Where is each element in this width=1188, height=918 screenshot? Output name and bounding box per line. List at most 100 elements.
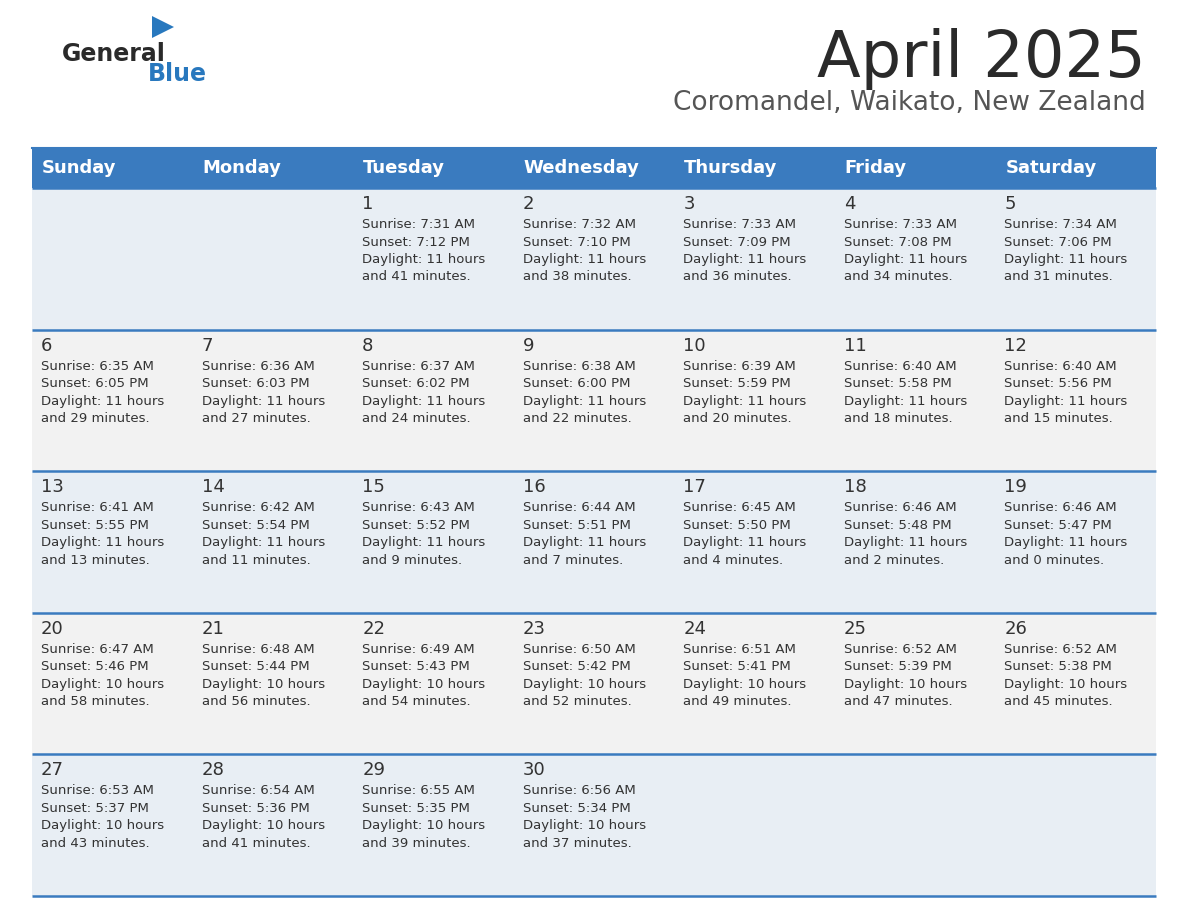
Text: Sunrise: 6:38 AM: Sunrise: 6:38 AM: [523, 360, 636, 373]
Text: and 27 minutes.: and 27 minutes.: [202, 412, 310, 425]
Text: Daylight: 11 hours: Daylight: 11 hours: [1004, 253, 1127, 266]
Text: 16: 16: [523, 478, 545, 497]
Text: 20: 20: [42, 620, 64, 638]
Text: Daylight: 11 hours: Daylight: 11 hours: [1004, 395, 1127, 408]
Text: 21: 21: [202, 620, 225, 638]
Text: Sunrise: 6:55 AM: Sunrise: 6:55 AM: [362, 784, 475, 798]
Text: Sunset: 5:41 PM: Sunset: 5:41 PM: [683, 660, 791, 673]
Text: Sunset: 5:54 PM: Sunset: 5:54 PM: [202, 519, 309, 532]
Text: Daylight: 10 hours: Daylight: 10 hours: [362, 677, 485, 691]
Text: Sunset: 5:36 PM: Sunset: 5:36 PM: [202, 802, 309, 815]
Text: Sunset: 7:09 PM: Sunset: 7:09 PM: [683, 236, 791, 249]
Text: 3: 3: [683, 195, 695, 213]
Text: Daylight: 10 hours: Daylight: 10 hours: [523, 677, 646, 691]
Text: 24: 24: [683, 620, 707, 638]
Text: 13: 13: [42, 478, 64, 497]
Text: Daylight: 11 hours: Daylight: 11 hours: [843, 395, 967, 408]
Text: Daylight: 11 hours: Daylight: 11 hours: [843, 536, 967, 549]
Text: Friday: Friday: [845, 159, 906, 177]
Text: 23: 23: [523, 620, 545, 638]
Text: Daylight: 11 hours: Daylight: 11 hours: [683, 536, 807, 549]
Text: Sunrise: 6:35 AM: Sunrise: 6:35 AM: [42, 360, 154, 373]
Text: Daylight: 11 hours: Daylight: 11 hours: [42, 536, 164, 549]
Text: Sunrise: 7:32 AM: Sunrise: 7:32 AM: [523, 218, 636, 231]
Text: Sunrise: 6:52 AM: Sunrise: 6:52 AM: [1004, 643, 1117, 655]
Text: 11: 11: [843, 337, 866, 354]
Text: 17: 17: [683, 478, 706, 497]
Text: and 36 minutes.: and 36 minutes.: [683, 271, 792, 284]
Text: Daylight: 11 hours: Daylight: 11 hours: [683, 253, 807, 266]
Text: Daylight: 11 hours: Daylight: 11 hours: [523, 536, 646, 549]
Text: Sunrise: 6:47 AM: Sunrise: 6:47 AM: [42, 643, 153, 655]
Text: Coromandel, Waikato, New Zealand: Coromandel, Waikato, New Zealand: [674, 90, 1146, 116]
Text: 4: 4: [843, 195, 855, 213]
Text: Sunrise: 6:48 AM: Sunrise: 6:48 AM: [202, 643, 314, 655]
Text: Sunset: 7:08 PM: Sunset: 7:08 PM: [843, 236, 952, 249]
Text: 5: 5: [1004, 195, 1016, 213]
Text: Daylight: 11 hours: Daylight: 11 hours: [523, 395, 646, 408]
Text: Sunrise: 6:36 AM: Sunrise: 6:36 AM: [202, 360, 315, 373]
Text: Sunset: 7:10 PM: Sunset: 7:10 PM: [523, 236, 631, 249]
Text: Daylight: 11 hours: Daylight: 11 hours: [523, 253, 646, 266]
Text: and 13 minutes.: and 13 minutes.: [42, 554, 150, 566]
Text: and 34 minutes.: and 34 minutes.: [843, 271, 953, 284]
Text: Sunrise: 6:44 AM: Sunrise: 6:44 AM: [523, 501, 636, 514]
Text: and 4 minutes.: and 4 minutes.: [683, 554, 783, 566]
Text: Sunrise: 6:46 AM: Sunrise: 6:46 AM: [1004, 501, 1117, 514]
Text: Sunset: 6:00 PM: Sunset: 6:00 PM: [523, 377, 630, 390]
Text: Sunset: 5:50 PM: Sunset: 5:50 PM: [683, 519, 791, 532]
Text: and 41 minutes.: and 41 minutes.: [362, 271, 470, 284]
Text: 15: 15: [362, 478, 385, 497]
Text: Daylight: 10 hours: Daylight: 10 hours: [362, 820, 485, 833]
Text: and 52 minutes.: and 52 minutes.: [523, 695, 632, 709]
Text: Sunset: 5:35 PM: Sunset: 5:35 PM: [362, 802, 470, 815]
Text: 22: 22: [362, 620, 385, 638]
Text: 8: 8: [362, 337, 373, 354]
Text: Sunset: 5:51 PM: Sunset: 5:51 PM: [523, 519, 631, 532]
Text: Sunrise: 6:50 AM: Sunrise: 6:50 AM: [523, 643, 636, 655]
Text: General: General: [62, 42, 166, 66]
Text: Sunrise: 7:33 AM: Sunrise: 7:33 AM: [843, 218, 956, 231]
Text: Sunrise: 6:53 AM: Sunrise: 6:53 AM: [42, 784, 154, 798]
Bar: [32, 188, 1156, 330]
Text: Tuesday: Tuesday: [364, 159, 446, 177]
Text: and 37 minutes.: and 37 minutes.: [523, 837, 632, 850]
Text: Monday: Monday: [203, 159, 282, 177]
Text: and 11 minutes.: and 11 minutes.: [202, 554, 310, 566]
Text: Sunrise: 6:46 AM: Sunrise: 6:46 AM: [843, 501, 956, 514]
Text: 14: 14: [202, 478, 225, 497]
Text: Sunset: 5:59 PM: Sunset: 5:59 PM: [683, 377, 791, 390]
Bar: [32, 755, 1156, 896]
Text: and 2 minutes.: and 2 minutes.: [843, 554, 944, 566]
Text: and 9 minutes.: and 9 minutes.: [362, 554, 462, 566]
Text: and 29 minutes.: and 29 minutes.: [42, 412, 150, 425]
Text: and 20 minutes.: and 20 minutes.: [683, 412, 792, 425]
Text: and 54 minutes.: and 54 minutes.: [362, 695, 470, 709]
Text: 25: 25: [843, 620, 867, 638]
Text: Daylight: 10 hours: Daylight: 10 hours: [42, 677, 164, 691]
Text: Sunrise: 6:52 AM: Sunrise: 6:52 AM: [843, 643, 956, 655]
Text: Sunset: 5:52 PM: Sunset: 5:52 PM: [362, 519, 470, 532]
Text: Daylight: 10 hours: Daylight: 10 hours: [202, 677, 324, 691]
Text: 19: 19: [1004, 478, 1028, 497]
Text: and 39 minutes.: and 39 minutes.: [362, 837, 470, 850]
Text: Blue: Blue: [148, 62, 207, 86]
Text: and 7 minutes.: and 7 minutes.: [523, 554, 623, 566]
Text: Daylight: 10 hours: Daylight: 10 hours: [202, 820, 324, 833]
Text: Sunset: 6:02 PM: Sunset: 6:02 PM: [362, 377, 469, 390]
Text: and 45 minutes.: and 45 minutes.: [1004, 695, 1113, 709]
Text: and 41 minutes.: and 41 minutes.: [202, 837, 310, 850]
Text: and 58 minutes.: and 58 minutes.: [42, 695, 150, 709]
Text: Daylight: 11 hours: Daylight: 11 hours: [202, 395, 324, 408]
Text: and 31 minutes.: and 31 minutes.: [1004, 271, 1113, 284]
Bar: [32, 471, 1156, 613]
Text: Sunset: 5:56 PM: Sunset: 5:56 PM: [1004, 377, 1112, 390]
Text: Sunrise: 6:37 AM: Sunrise: 6:37 AM: [362, 360, 475, 373]
Text: Daylight: 10 hours: Daylight: 10 hours: [523, 820, 646, 833]
Text: Sunrise: 6:41 AM: Sunrise: 6:41 AM: [42, 501, 153, 514]
Text: and 18 minutes.: and 18 minutes.: [843, 412, 953, 425]
Polygon shape: [152, 16, 173, 38]
Text: Sunset: 5:47 PM: Sunset: 5:47 PM: [1004, 519, 1112, 532]
Text: Sunset: 5:43 PM: Sunset: 5:43 PM: [362, 660, 470, 673]
Text: and 56 minutes.: and 56 minutes.: [202, 695, 310, 709]
